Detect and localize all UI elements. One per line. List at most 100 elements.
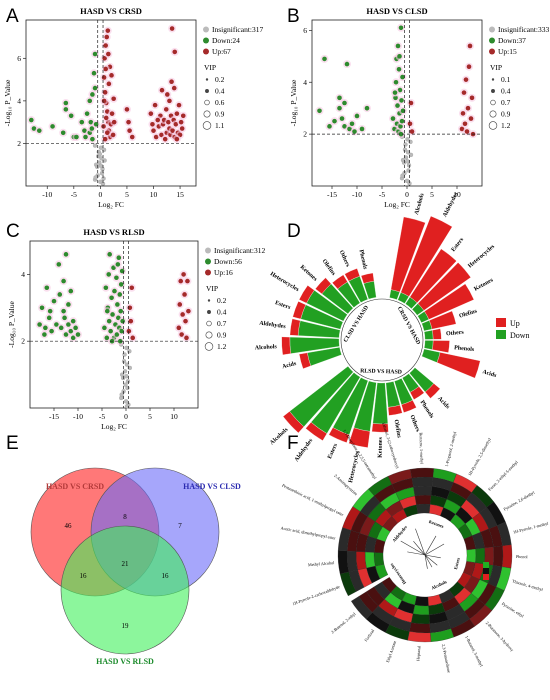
venn-count-all: 21 (122, 560, 130, 568)
point-down (400, 74, 405, 80)
panel-label-d: D (287, 221, 301, 242)
vip-size-swatch (204, 99, 210, 106)
point-down (92, 51, 98, 57)
point-down (54, 322, 59, 327)
point-down (63, 252, 69, 257)
point-down (364, 105, 370, 111)
point-down (39, 305, 45, 311)
vip-size-label: 0.7 (217, 319, 227, 328)
x-axis-label: Log₂ FC (384, 200, 410, 209)
point-up (465, 105, 471, 111)
point-insignificant (408, 139, 413, 145)
vip-size-swatch (205, 78, 209, 81)
point-down (393, 79, 399, 85)
point-down (92, 85, 98, 91)
radial-category-label: Heterocycles (467, 243, 496, 269)
volcano-title: HASD VS RLSD (83, 227, 144, 237)
vip-size-label: 0.1 (501, 75, 511, 84)
x-tick-label: -15 (49, 412, 59, 421)
point-up (159, 87, 165, 93)
point-up (127, 128, 132, 133)
y-tick-label: 2 (21, 337, 25, 346)
point-down (114, 275, 119, 281)
radial-category-label: Others (446, 330, 465, 338)
point-down (102, 325, 107, 331)
point-insignificant (99, 156, 104, 161)
radial-category-label: Acids (436, 396, 451, 411)
point-insignificant (122, 352, 127, 357)
point-up (102, 56, 107, 61)
point-up (185, 278, 190, 284)
point-down (89, 126, 95, 131)
venn-count-crsd-only: 46 (65, 522, 73, 530)
vip-size-label: 0.2 (217, 296, 227, 305)
point-down (327, 124, 332, 129)
point-down (390, 116, 396, 121)
heatmap-class-label: Ketones (428, 519, 445, 529)
point-down (115, 302, 120, 307)
radial-bar-up (401, 400, 417, 413)
y-axis-label: -Log₁₀ P_Value (3, 79, 12, 126)
point-up (409, 129, 415, 134)
point-down (337, 95, 342, 101)
point-down (62, 315, 67, 321)
point-down (75, 332, 81, 337)
point-up (169, 26, 175, 31)
x-tick-label: 15 (176, 190, 184, 199)
x-tick-label: 10 (170, 412, 178, 421)
radial-bar-up (289, 318, 301, 336)
point-up (150, 121, 155, 127)
heatmap-compound-label: 1H-Pyrrole-2-carboxaldehyde (292, 584, 341, 606)
point-down (57, 292, 63, 297)
point-down (109, 295, 114, 301)
point-insignificant (405, 150, 411, 155)
point-insignificant (119, 392, 124, 397)
point-insignificant (98, 163, 104, 168)
point-up (179, 332, 184, 337)
point-down (349, 121, 355, 127)
x-tick-label: 0 (99, 190, 103, 199)
point-down (91, 70, 97, 76)
venn-set-label-rlsd: HASD VS RLSD (96, 657, 154, 666)
radial-bar-up (299, 352, 311, 369)
panel-label-e: E (6, 433, 19, 454)
x-tick-label: -5 (379, 190, 385, 199)
vip-size-swatch (207, 310, 211, 314)
heatmap-compound-label: Acetic acid, dimethylpropyl ester (280, 525, 337, 541)
radial-bar-down (421, 348, 441, 363)
point-down (398, 25, 404, 31)
legend-label: Up:67 (212, 47, 231, 56)
point-down (393, 95, 398, 101)
vip-size-swatch (205, 89, 209, 93)
radial-bar-up (390, 216, 426, 293)
panel-label-a: A (6, 6, 19, 27)
point-up (460, 111, 466, 116)
vip-size-label: 0.2 (215, 75, 225, 84)
heatmap-compound-label: 1-Propanol, 2-methyl (444, 430, 458, 467)
point-down (104, 335, 110, 341)
heatmap-cell (493, 545, 504, 567)
vip-size-label: 1.2 (501, 121, 511, 130)
point-up (103, 66, 108, 72)
point-down (63, 100, 69, 106)
point-down (354, 113, 360, 119)
point-up (110, 132, 116, 138)
radial-category-label: Aldehydes (442, 191, 460, 218)
y-axis-label: -Log₁₀ P_Value (289, 79, 298, 126)
point-up (126, 119, 131, 125)
radial-category-label: Phenols (358, 249, 368, 270)
point-insignificant (127, 365, 132, 371)
point-down (120, 318, 125, 324)
point-up (180, 312, 185, 317)
point-up (130, 335, 136, 341)
point-up (159, 132, 164, 138)
point-down (395, 43, 401, 49)
heatmap-class-label: Alcohols (430, 579, 447, 591)
radial-bar-up (305, 421, 328, 441)
point-up (169, 79, 174, 85)
point-down (399, 98, 404, 103)
volcano-plot-clsd: HASD VS CLSD -15 -10 -5 0 5 10 2 4 6 Log₂ FC -Log₁₀… (289, 6, 549, 209)
point-up (174, 136, 180, 142)
radial-bar-up (344, 268, 360, 282)
point-down (63, 107, 69, 112)
